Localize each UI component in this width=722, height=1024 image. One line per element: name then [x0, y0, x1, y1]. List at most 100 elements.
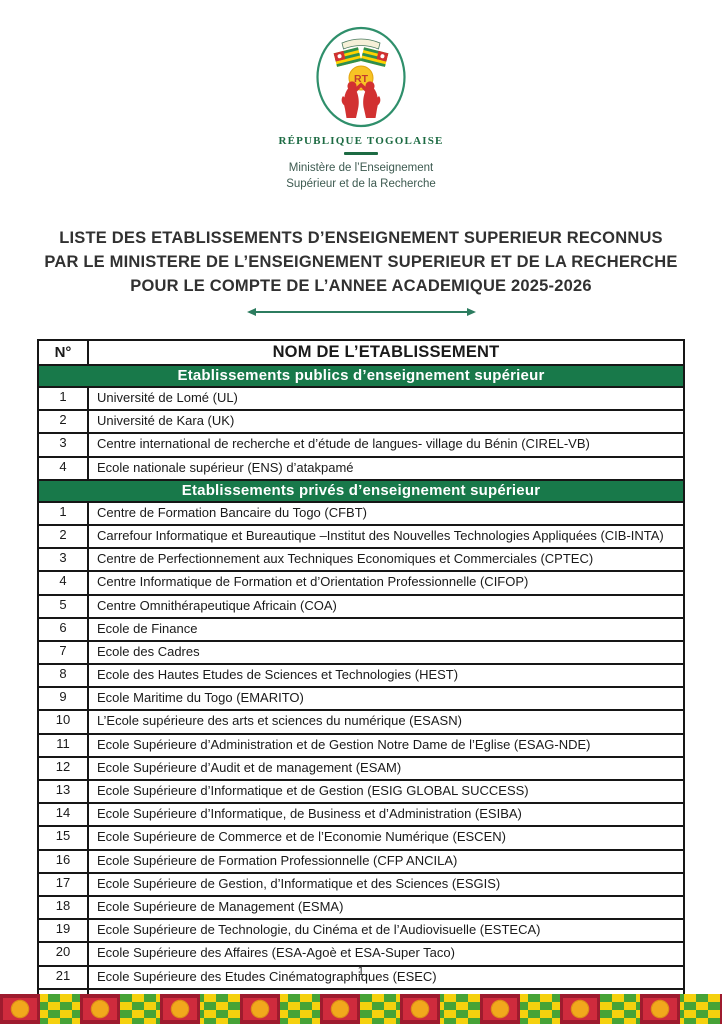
- row-establishment-name: Ecole de Finance: [87, 616, 685, 642]
- row-establishment-name: Ecole des Hautes Etudes de Sciences et T…: [87, 663, 685, 689]
- row-establishment-name: Ecole Supérieure de Technologie, du Ciné…: [87, 918, 685, 944]
- row-number: 10: [37, 709, 89, 735]
- table-row: 9 Ecole Maritime du Togo (EMARITO): [37, 686, 685, 712]
- row-number: 21: [37, 964, 89, 990]
- column-header-number: N°: [37, 339, 89, 367]
- motto-banner: [341, 38, 381, 50]
- table-row: 12 Ecole Supérieure d’Audit et de manage…: [37, 755, 685, 782]
- private-section: Etablissements privés d’enseignement sup…: [37, 478, 685, 1013]
- row-establishment-name: Ecole Supérieure de Gestion, d’Informati…: [87, 871, 685, 897]
- row-number: 13: [37, 779, 89, 805]
- row-number: 4: [37, 570, 89, 596]
- table-row: 2 Université de Kara (UK): [37, 409, 685, 435]
- section-heading-private: Etablissements privés d’enseignement sup…: [37, 478, 685, 503]
- title-line-3: POUR LE COMPTE DE L’ANNEE ACADEMIQUE 202…: [130, 277, 592, 296]
- establishments-table: N° NOM DE L’ETABLISSEMENT Etablissements…: [37, 339, 685, 1013]
- row-number: 3: [37, 547, 89, 573]
- row-number: 11: [37, 732, 89, 758]
- table-row: 17 Ecole Supérieure de Gestion, d’Inform…: [37, 871, 685, 897]
- row-establishment-name: Université de Lomé (UL): [87, 386, 685, 412]
- row-establishment-name: Centre Informatique de Formation et d’Or…: [87, 570, 685, 596]
- public-section: Etablissements publics d’enseignement su…: [37, 364, 685, 481]
- title-underline-arrow: [246, 308, 476, 317]
- table-row: 1 Université de Lomé (UL): [37, 386, 685, 412]
- row-number: 17: [37, 871, 89, 897]
- row-number: 2: [37, 409, 89, 435]
- table-row: 10 L’Ecole supérieure des arts et scienc…: [37, 709, 685, 735]
- letterhead: RT RÉPUBLIQUE TOGOLAISE Ministère de l’E…: [0, 26, 722, 192]
- title-line-2: PAR LE MINISTERE DE L’ENSEIGNEMENT SUPER…: [44, 253, 678, 272]
- row-establishment-name: Ecole Supérieure de Management (ESMA): [87, 894, 685, 921]
- table-row: 20 Ecole Supérieure des Affaires (ESA-Ag…: [37, 941, 685, 967]
- row-number: 3: [37, 432, 89, 458]
- kente-border-pattern: [0, 994, 722, 1024]
- table-row: 3 Centre de Perfectionnement aux Techniq…: [37, 547, 685, 573]
- row-establishment-name: Centre de Perfectionnement aux Technique…: [87, 547, 685, 573]
- row-number: 6: [37, 616, 89, 642]
- table-row: 19 Ecole Supérieure de Technologie, du C…: [37, 918, 685, 944]
- table-row: 8 Ecole des Hautes Etudes de Sciences et…: [37, 663, 685, 689]
- togo-flag-left: [333, 47, 362, 67]
- table-row: 4 Ecole nationale supérieur (ENS) d’atak…: [37, 455, 685, 481]
- arrow-right-head-icon: [466, 308, 476, 317]
- ministry-name: Ministère de l’Enseignement Supérieur et…: [0, 161, 722, 192]
- republic-title: RÉPUBLIQUE TOGOLAISE: [278, 135, 444, 147]
- row-number: 5: [37, 593, 89, 619]
- row-establishment-name: Ecole nationale supérieur (ENS) d’atakpa…: [87, 455, 685, 481]
- table-row: 6 Ecole de Finance: [37, 616, 685, 642]
- table-row: 16 Ecole Supérieure de Formation Profess…: [37, 848, 685, 874]
- table-header-row: N° NOM DE L’ETABLISSEMENT: [37, 339, 685, 367]
- table-row: 5 Centre Omnithérapeutique Africain (COA…: [37, 593, 685, 619]
- row-number: 7: [37, 639, 89, 666]
- row-establishment-name: Ecole des Cadres: [87, 639, 685, 666]
- ministry-line-2: Supérieur et de la Recherche: [286, 177, 436, 190]
- row-number: 15: [37, 825, 89, 851]
- row-number: 4: [37, 455, 89, 481]
- row-establishment-name: Ecole Maritime du Togo (EMARITO): [87, 686, 685, 712]
- row-number: 2: [37, 523, 89, 550]
- row-number: 18: [37, 894, 89, 921]
- row-establishment-name: Ecole Supérieure des Affaires (ESA-Agoè …: [87, 941, 685, 967]
- establishments-table-wrap: N° NOM DE L’ETABLISSEMENT Etablissements…: [37, 339, 685, 1013]
- table-row: 3 Centre international de recherche et d…: [37, 432, 685, 458]
- title-line-1: LISTE DES ETABLISSEMENTS D’ENSEIGNEMENT …: [59, 229, 663, 248]
- section-heading-public: Etablissements publics d’enseignement su…: [37, 364, 685, 389]
- table-row: 2 Carrefour Informatique et Bureautique …: [37, 523, 685, 550]
- row-establishment-name: Ecole Supérieure de Formation Profession…: [87, 848, 685, 874]
- ministry-line-1: Ministère de l’Enseignement: [288, 162, 434, 174]
- row-establishment-name: Ecole Supérieure d’Informatique et de Ge…: [87, 779, 685, 805]
- table-row: 14 Ecole Supérieure d’Informatique, de B…: [37, 802, 685, 828]
- letterhead-divider: [344, 152, 378, 155]
- row-number: 19: [37, 918, 89, 944]
- row-establishment-name: L’Ecole supérieure des arts et sciences …: [87, 709, 685, 735]
- row-number: 1: [37, 500, 89, 526]
- row-number: 12: [37, 755, 89, 782]
- row-number: 20: [37, 941, 89, 967]
- row-establishment-name: Centre Omnithérapeutique Africain (COA): [87, 593, 685, 619]
- table-row: 21 Ecole Supérieure des Etudes Cinématog…: [37, 964, 685, 990]
- row-number: 14: [37, 802, 89, 828]
- row-establishment-name: Ecole Supérieure des Etudes Cinématograp…: [87, 964, 685, 990]
- row-establishment-name: Centre de Formation Bancaire du Togo (CF…: [87, 500, 685, 526]
- table-row: 13 Ecole Supérieure d’Informatique et de…: [37, 779, 685, 805]
- row-establishment-name: Ecole Supérieure d’Audit et de managemen…: [87, 755, 685, 782]
- table-row: 1 Centre de Formation Bancaire du Togo (…: [37, 500, 685, 526]
- table-row: 18 Ecole Supérieure de Management (ESMA): [37, 894, 685, 921]
- crest-monogram: RT: [354, 73, 369, 85]
- column-header-name: NOM DE L’ETABLISSEMENT: [87, 339, 685, 367]
- row-number: 9: [37, 686, 89, 712]
- table-row: 7 Ecole des Cadres: [37, 639, 685, 666]
- row-establishment-name: Carrefour Informatique et Bureautique –I…: [87, 523, 685, 550]
- table-row: 4 Centre Informatique de Formation et d’…: [37, 570, 685, 596]
- row-establishment-name: Centre international de recherche et d’é…: [87, 432, 685, 458]
- page-number: 1: [357, 964, 365, 978]
- row-establishment-name: Ecole Supérieure d’Administration et de …: [87, 732, 685, 758]
- row-establishment-name: Ecole Supérieure de Commerce et de l’Eco…: [87, 825, 685, 851]
- row-number: 16: [37, 848, 89, 874]
- row-number: 8: [37, 663, 89, 689]
- document-title: LISTE DES ETABLISSEMENTS D’ENSEIGNEMENT …: [0, 226, 722, 298]
- row-establishment-name: Université de Kara (UK): [87, 409, 685, 435]
- togo-flag-right: [360, 47, 389, 67]
